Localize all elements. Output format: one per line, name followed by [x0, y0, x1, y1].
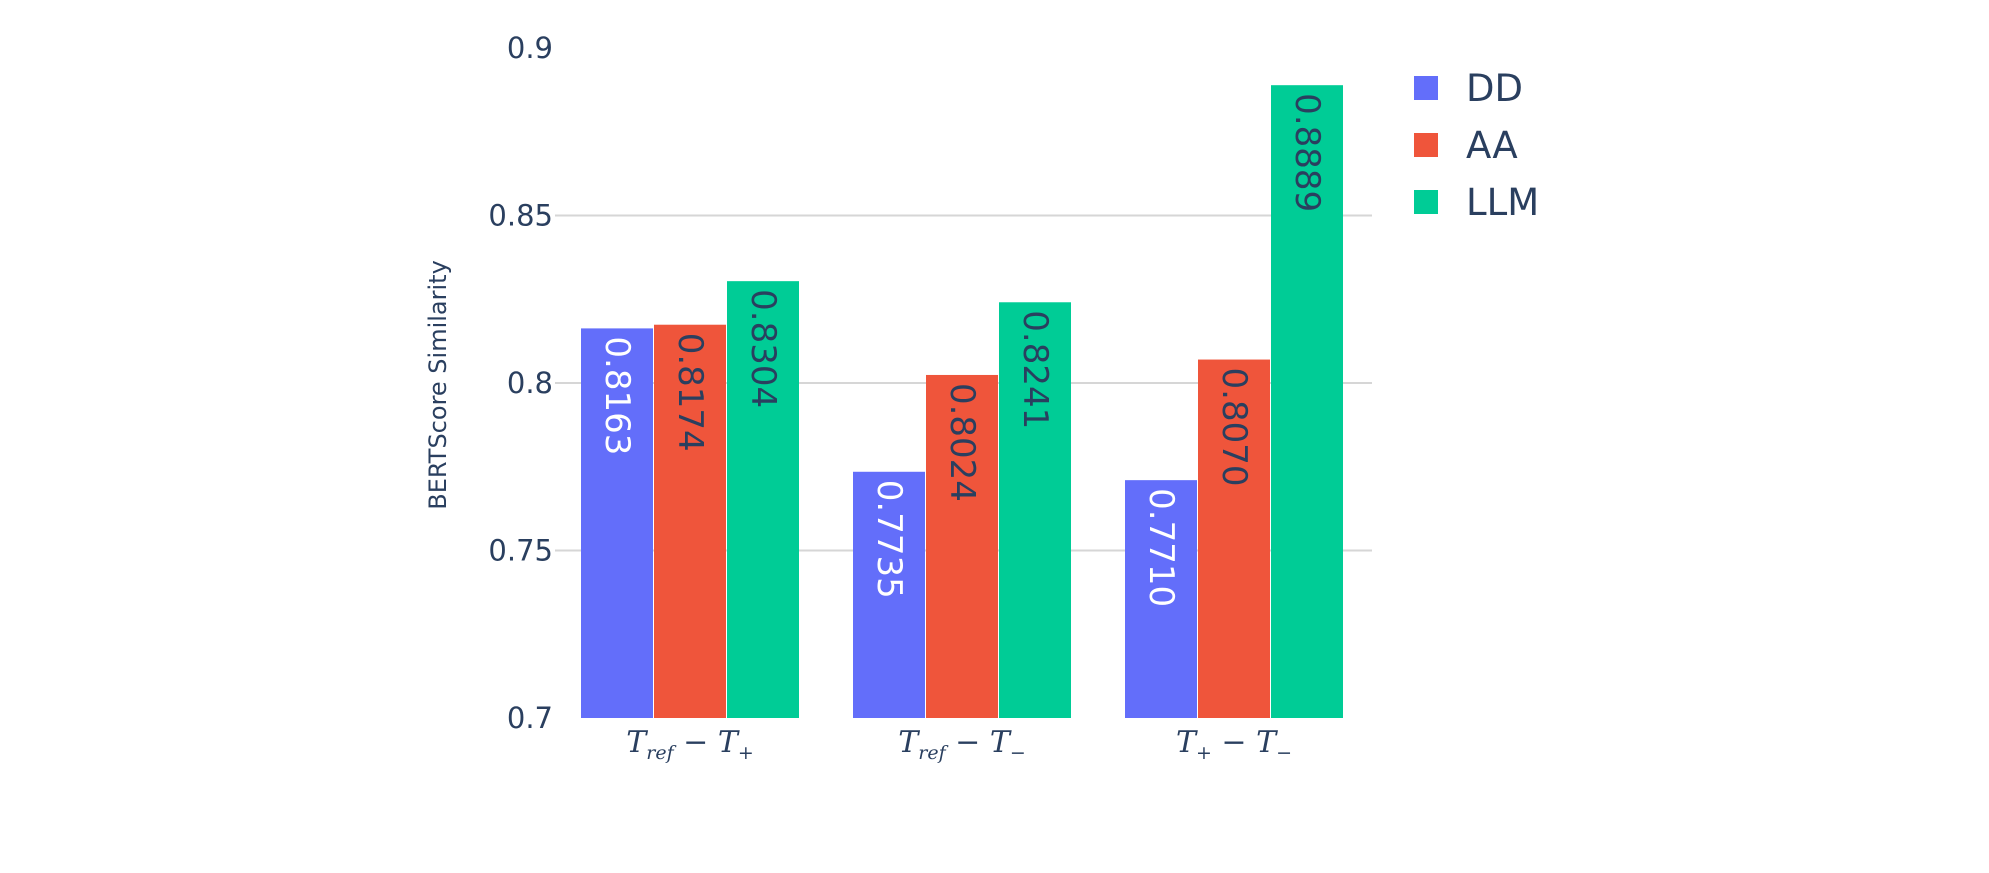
bar-dd: [581, 328, 653, 718]
bar-labels: 0.8163 0.7735 0.7710 0.8174 0.8024 0.8070 0.83…: [597, 93, 1327, 607]
bar-value-label: 0.7710: [1141, 488, 1181, 607]
y-tick-label: 0.85: [488, 199, 553, 233]
bars: [581, 85, 1343, 718]
bar-value-label: 0.7735: [869, 480, 909, 599]
legend: DD AA LLM: [1414, 67, 1539, 224]
bar-value-label: 0.8304: [743, 289, 783, 408]
bar-value-label: 0.8163: [597, 336, 637, 455]
legend-label-aa: AA: [1466, 124, 1518, 167]
legend-label-dd: DD: [1466, 67, 1523, 110]
y-tick-label: 0.7: [507, 701, 553, 735]
bar-value-label: 0.8889: [1287, 93, 1327, 212]
bar-value-label: 0.8241: [1015, 310, 1055, 429]
x-category-label: T+ − T−: [1176, 725, 1292, 764]
bar-value-label: 0.8070: [1214, 368, 1254, 487]
legend-swatch-aa: [1414, 133, 1438, 157]
bar-llm: [999, 302, 1071, 718]
y-tick-labels: 0.7 0.75 0.8 0.85 0.9: [488, 31, 553, 735]
bar-value-label: 0.8174: [670, 333, 710, 452]
x-category-label: Tref − T+: [626, 725, 754, 764]
bar-dd: [853, 471, 925, 718]
bar-aa: [1198, 359, 1270, 718]
bar-value-label: 0.8024: [942, 383, 982, 502]
bar-aa: [926, 374, 998, 718]
y-tick-label: 0.8: [507, 366, 553, 400]
bar-dd: [1125, 480, 1197, 718]
x-category-label: Tref − T−: [898, 725, 1026, 764]
legend-swatch-llm: [1414, 190, 1438, 214]
bar-llm: [1271, 85, 1343, 718]
x-category-labels: Tref − T+ Tref − T− T+ − T−: [626, 725, 1292, 764]
y-axis-label: BERTScore Similarity: [424, 260, 452, 510]
legend-label-llm: LLM: [1466, 181, 1539, 224]
y-tick-label: 0.9: [507, 31, 553, 65]
bar-aa: [654, 324, 726, 718]
y-tick-label: 0.75: [488, 534, 553, 568]
legend-swatch-dd: [1414, 76, 1438, 100]
bar-llm: [727, 281, 799, 718]
